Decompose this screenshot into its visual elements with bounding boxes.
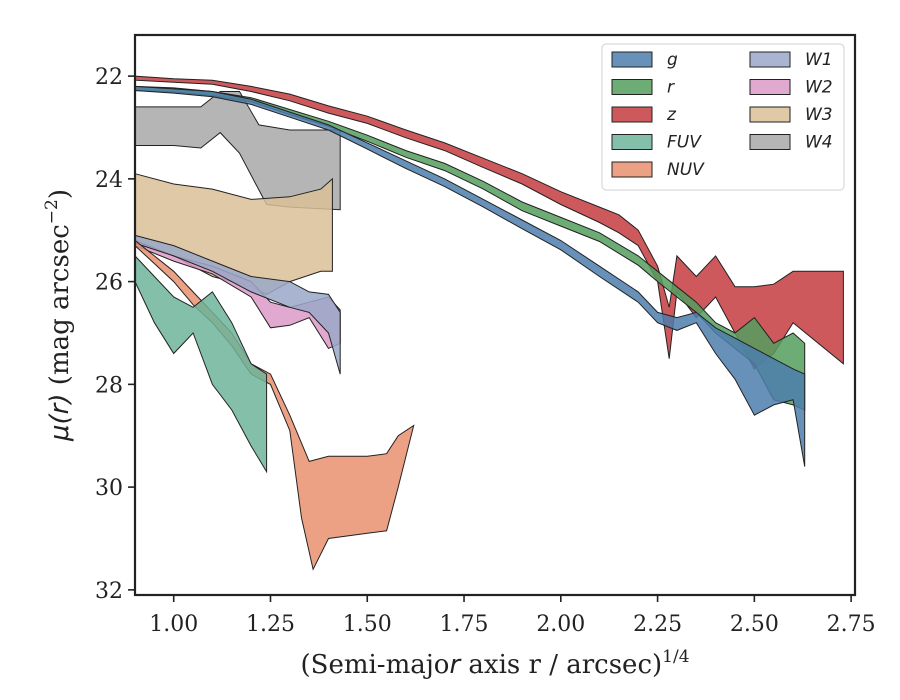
y-tick-label: 24 (95, 168, 123, 193)
legend-label-w1: W1 (805, 50, 833, 70)
legend-swatch-w3 (749, 106, 791, 123)
x-tick-label: 2.75 (827, 612, 876, 637)
x-tick-label: 1.75 (440, 612, 489, 637)
x-tick-label: 1.25 (246, 612, 295, 637)
x-tick-label: 1.00 (149, 612, 198, 637)
legend-label-w4: W4 (805, 133, 833, 153)
y-tick-label: 22 (95, 65, 123, 90)
legend-swatch-z (611, 106, 653, 123)
legend-swatch-r (611, 79, 653, 95)
legend-label-w3: W3 (805, 105, 833, 125)
legend-label-r: r (667, 78, 675, 98)
x-tick-label: 2.00 (536, 612, 585, 637)
legend: grz FUV NUV W1 W2 W3 W4 (601, 43, 845, 191)
legend-swatch-w2 (749, 79, 791, 95)
legend-swatch-g (611, 51, 653, 68)
legend-swatch-nuv (611, 161, 653, 178)
y-tick-label: 32 (95, 579, 123, 604)
y-axis-ticks: 22 24 26 28 30 32 (95, 65, 135, 604)
legend-swatch-w1 (749, 51, 791, 68)
legend-label-fuv: FUV (667, 133, 702, 153)
legend-label-nuv: NUV (667, 160, 705, 180)
y-tick-label: 28 (95, 373, 123, 398)
x-tick-label: 2.25 (633, 612, 682, 637)
legend-label-w2: W2 (805, 78, 833, 98)
profile-bands (134, 75, 844, 571)
band-g (134, 85, 806, 467)
legend-swatch-fuv (611, 134, 653, 150)
legend-label-z: z (666, 105, 677, 125)
x-axis-label: (Semi-major axis r / arcsec)1/4 (300, 647, 689, 680)
y-axis-label: μ(r) (mag arcsec−2) (42, 189, 75, 442)
y-tick-label: 30 (95, 476, 123, 501)
band-w1 (134, 234, 341, 375)
x-tick-label: 2.50 (730, 612, 779, 637)
x-tick-label: 1.50 (343, 612, 392, 637)
legend-label-g: g (667, 50, 678, 70)
x-axis-ticks: 1.00 1.25 1.50 1.75 2.00 2.25 2.50 2.75 (149, 595, 876, 637)
band-fuv (134, 254, 268, 474)
y-tick-label: 26 (95, 271, 123, 296)
plot-frame (133, 33, 857, 597)
legend-swatch-w4 (749, 134, 791, 150)
band-z (134, 75, 844, 370)
